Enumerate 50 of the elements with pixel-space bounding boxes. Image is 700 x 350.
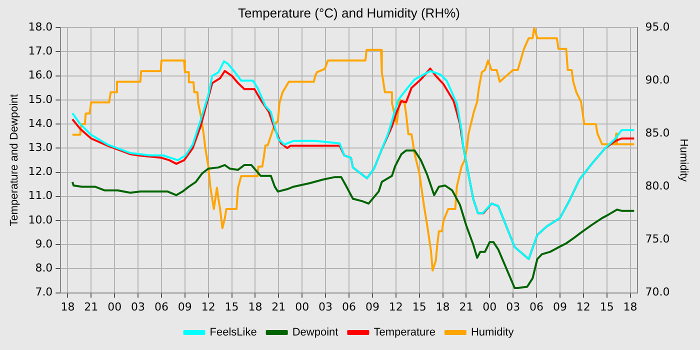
x-tick-label: 12	[576, 300, 590, 314]
x-tick-label: 06	[342, 300, 356, 314]
x-tick-label: 15	[412, 300, 426, 314]
x-tick-label: 12	[388, 300, 403, 314]
y-tick-label: 18.0	[28, 20, 53, 34]
legend-label: Humidity	[470, 326, 514, 339]
x-tick-label: 03	[131, 300, 146, 314]
chart-title: Temperature (°C) and Humidity (RH%)	[238, 5, 460, 20]
x-tick-label: 12	[201, 300, 216, 314]
x-tick-label: 09	[178, 300, 192, 314]
x-tick-label: 21	[272, 300, 286, 314]
y2-tick-label: 80.0	[645, 180, 670, 193]
y-tick-label: 17.0	[28, 44, 53, 58]
x-tick-label: 21	[84, 300, 98, 314]
y-tick-label: 10.0	[28, 213, 53, 226]
x-tick-label: 18	[436, 300, 450, 314]
x-tick-label: 15	[600, 300, 614, 314]
y-tick-label: 14.0	[28, 116, 53, 130]
y-tick-label: 11.0	[28, 189, 53, 202]
x-tick-label: 18	[623, 300, 638, 314]
y2-tick-label: 90.0	[645, 74, 670, 86]
x-tick-label: 00	[482, 300, 497, 314]
x-tick-label: 18	[248, 300, 262, 314]
x-tick-label: 09	[365, 300, 380, 314]
x-tick-label: 09	[552, 300, 567, 314]
x-tick-label: 00	[295, 300, 310, 314]
legend-label: Dewpoint	[292, 326, 338, 339]
x-tick-label: 06	[154, 300, 168, 314]
x-tick-label: 18	[60, 300, 75, 314]
y-tick-label: 16.0	[28, 68, 53, 82]
y2-tick-label: 85.0	[645, 126, 670, 140]
y-tick-label: 9.0	[35, 237, 53, 250]
y-tick-label: 13.0	[28, 141, 53, 154]
x-tick-label: 21	[459, 300, 474, 314]
y2-tick-label: 70.0	[645, 286, 670, 299]
x-tick-label: 06	[530, 300, 544, 314]
legend-label: FeelsLike	[210, 326, 257, 339]
y2-tick-label: 95.0	[645, 20, 670, 34]
x-tick-label: 15	[224, 300, 239, 314]
y-tick-label: 8.0	[35, 262, 53, 275]
x-tick-label: 00	[108, 300, 122, 314]
y-axis-title: Temperature and Dewpoint	[8, 94, 21, 226]
y-tick-label: 7.0	[35, 286, 53, 299]
y-tick-label: 12.0	[28, 165, 53, 178]
y2-axis-title: Humidity	[677, 138, 690, 182]
legend-label: Temperature	[374, 326, 436, 339]
x-tick-label: 03	[506, 300, 520, 314]
x-tick-label: 03	[318, 300, 333, 314]
y-tick-label: 15.0	[28, 92, 53, 106]
y2-tick-label: 75.0	[645, 232, 670, 246]
